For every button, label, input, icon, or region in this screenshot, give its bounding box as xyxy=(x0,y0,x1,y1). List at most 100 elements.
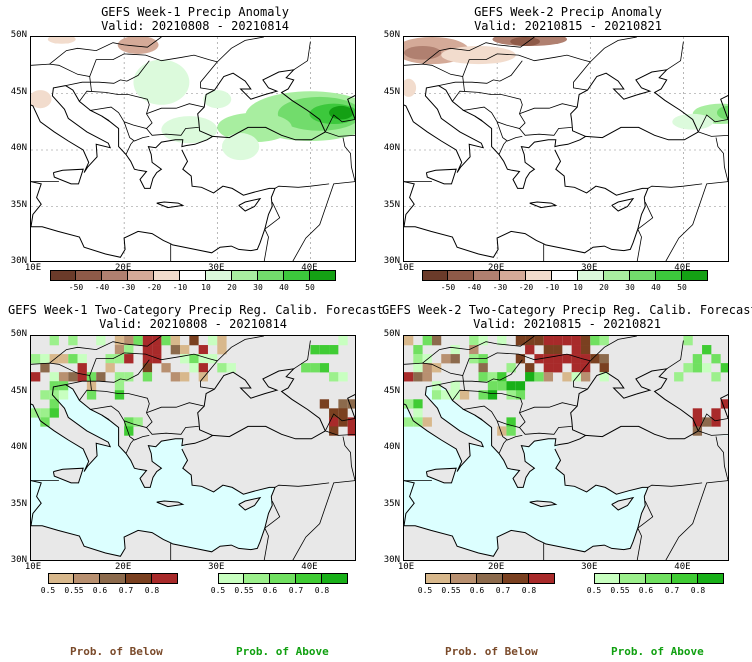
prob-cell xyxy=(702,363,712,373)
prob-cell xyxy=(562,336,572,346)
country-border xyxy=(274,183,330,189)
prob-cell xyxy=(431,390,442,400)
lat-tick-label: 40N xyxy=(383,442,400,452)
country-border xyxy=(263,500,281,560)
prob-cell xyxy=(692,417,703,427)
colorbar-swatch xyxy=(526,270,552,281)
prob-cell xyxy=(347,417,355,427)
lon-tick-label: 20E xyxy=(115,263,132,273)
coastline xyxy=(347,95,355,120)
prob-cell xyxy=(413,363,423,373)
prob-cell xyxy=(580,363,591,373)
prob-cell xyxy=(319,363,330,373)
country-border xyxy=(293,340,311,370)
prob-cell xyxy=(189,363,199,373)
below-colorbar-week1 xyxy=(48,573,178,584)
coastline xyxy=(52,168,84,185)
prob-cell xyxy=(497,336,507,346)
colorbar-swatch xyxy=(218,573,244,584)
prob-cell xyxy=(413,345,423,355)
lat-tick-label: 35N xyxy=(383,199,400,210)
prob-cell xyxy=(124,417,134,427)
prob-cell xyxy=(68,354,78,364)
prob-cell xyxy=(114,336,125,346)
country-border xyxy=(697,413,728,436)
prob-cell xyxy=(506,426,516,436)
colorbar-swatch xyxy=(310,270,336,281)
prob-above-label-right: Prob. of Above xyxy=(611,645,704,658)
prob-cell xyxy=(497,381,507,391)
prob-cell xyxy=(478,372,488,382)
prob-cell xyxy=(301,363,311,373)
country-border xyxy=(404,53,592,91)
prob-cell xyxy=(152,336,162,346)
country-border xyxy=(101,115,110,121)
prob-cell xyxy=(431,363,442,373)
colorbar-swatch xyxy=(48,573,74,584)
prob-cell xyxy=(338,372,348,382)
country-border xyxy=(636,201,654,261)
prob-cell xyxy=(329,408,339,418)
coastline xyxy=(611,496,635,511)
prob-cell xyxy=(580,345,591,355)
anomaly-shade xyxy=(117,37,159,54)
land-area xyxy=(238,497,261,510)
prob-cell xyxy=(124,345,134,355)
prob-cell xyxy=(58,372,69,382)
prob-cell xyxy=(487,372,498,382)
lon-tick-label: 40E xyxy=(301,263,318,273)
prob-cell xyxy=(198,345,208,355)
prob-cell xyxy=(49,336,59,346)
lon-tick-label: 30E xyxy=(581,562,598,572)
prob-cell xyxy=(515,381,526,391)
colorbar-label: 20 xyxy=(227,283,237,292)
prob-cell xyxy=(329,417,339,427)
colorbar-label: -30 xyxy=(492,283,508,292)
country-border xyxy=(438,60,523,86)
prob-cell xyxy=(152,345,162,355)
country-border xyxy=(65,359,150,385)
prob-cell xyxy=(114,390,125,400)
lon-tick-label: 10E xyxy=(24,562,42,572)
colorbar-label: 30 xyxy=(625,283,635,292)
country-border xyxy=(31,53,219,91)
prob-below-label-right: Prob. of Below xyxy=(445,645,538,658)
prob-cell xyxy=(506,381,516,391)
prob-cell xyxy=(441,390,451,400)
country-border xyxy=(146,103,205,115)
coastline xyxy=(425,168,457,185)
colorbar-swatch xyxy=(296,573,322,584)
prob-cell xyxy=(450,354,460,364)
prob-cell xyxy=(96,372,106,382)
prob-cell xyxy=(86,372,97,382)
country-border xyxy=(665,137,728,261)
lat-tick-label: 45N xyxy=(383,385,400,396)
colorbar-label: 50 xyxy=(677,283,687,292)
prob-cell xyxy=(77,354,87,364)
colorbar-label: 10 xyxy=(573,283,583,292)
country-border xyxy=(422,37,535,65)
prob-cell xyxy=(515,354,526,364)
country-border xyxy=(101,414,110,420)
prob-cell xyxy=(86,390,97,400)
colorbar-label: -10 xyxy=(172,283,188,292)
prob-cell xyxy=(198,354,208,364)
colorbar-swatch xyxy=(451,573,477,584)
colorbar-label: 0.55 xyxy=(441,586,461,595)
panel2-map-svg xyxy=(404,37,728,261)
prob-cell xyxy=(40,363,50,373)
prob-cell xyxy=(487,381,498,391)
prob-cell xyxy=(217,363,227,373)
prob-cell xyxy=(49,390,59,400)
prob-cell xyxy=(450,390,460,400)
colorbar-label: 30 xyxy=(253,283,263,292)
lat-tick-label: 50N xyxy=(10,30,27,40)
colorbar-swatch xyxy=(448,270,474,281)
coastline xyxy=(31,384,112,472)
prob-cell xyxy=(506,417,516,427)
country-border xyxy=(404,352,592,390)
prob-cell xyxy=(77,363,87,373)
prob-cell xyxy=(497,372,507,382)
colorbar-swatch xyxy=(604,270,630,281)
prob-cell xyxy=(422,363,432,373)
